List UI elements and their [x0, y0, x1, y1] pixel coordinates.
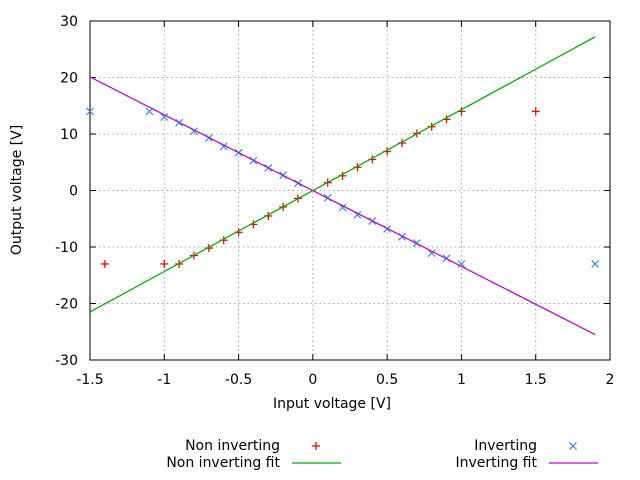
legend-line-sample [537, 456, 609, 470]
plot-border [89, 20, 611, 361]
y-tick-label: 30 [60, 14, 78, 30]
legend-label: Non inverting fit [166, 454, 280, 471]
y-tick-label: -20 [55, 297, 78, 313]
legend-item-non-inverting-fit: Non inverting fit [110, 454, 352, 471]
series-non-inverting [100, 107, 540, 268]
y-tick-label: 0 [69, 184, 78, 200]
data-point [86, 107, 94, 116]
data-point [591, 260, 600, 268]
data-point [569, 441, 577, 450]
data-point [100, 259, 109, 268]
legend-column-right: Inverting Inverting fit [367, 437, 609, 471]
y-tick-label: -30 [55, 353, 78, 369]
legend-item-inverting-fit: Inverting fit [367, 454, 609, 471]
x-tick-label: 0.5 [376, 372, 398, 388]
y-axis-label: Output voltage [V] [9, 124, 25, 256]
legend: Non inverting Non inverting fit Inverting… [0, 437, 640, 477]
y-tick-label: 20 [60, 71, 78, 87]
x-axis-label: Input voltage [V] [273, 396, 391, 412]
legend-marker-plus-icon [280, 439, 352, 453]
legend-label: Inverting [474, 437, 537, 454]
legend-label: Inverting fit [455, 454, 537, 471]
x-tick-label: 2 [606, 372, 615, 388]
fit-line-non-inverting-fit [89, 36, 596, 313]
data-point [160, 113, 169, 121]
series-inverting [86, 107, 600, 268]
x-tick-label: -0.5 [225, 372, 252, 388]
data-point [531, 107, 540, 116]
legend-item-inverting: Inverting [367, 437, 609, 454]
legend-label: Non inverting [185, 437, 280, 454]
x-tick-labels: -1.5 -1 -0.5 0 0.5 1 1.5 2 [76, 372, 614, 388]
data-point [312, 441, 320, 450]
data-point [457, 260, 466, 268]
legend-item-non-inverting: Non inverting [110, 437, 352, 454]
x-tick-label: 0 [308, 372, 317, 388]
series-non-inverting-fit [89, 36, 596, 313]
y-tick-label: 10 [60, 127, 78, 143]
y-tick-label: -10 [55, 240, 78, 256]
x-tick-label: 1.5 [525, 372, 547, 388]
legend-marker-cross-icon [537, 439, 609, 453]
legend-column-left: Non inverting Non inverting fit [110, 437, 352, 471]
data-point [427, 249, 436, 258]
fit-line-inverting-fit [89, 76, 596, 336]
data-point [160, 259, 169, 268]
x-tick-label: -1.5 [76, 372, 103, 388]
series-inverting-fit [89, 76, 596, 336]
legend-line-sample [280, 456, 352, 470]
x-tick-label: 1 [457, 372, 466, 388]
y-tick-labels: -30 -20 -10 0 10 20 30 [55, 14, 78, 369]
x-tick-label: -1 [157, 372, 171, 388]
